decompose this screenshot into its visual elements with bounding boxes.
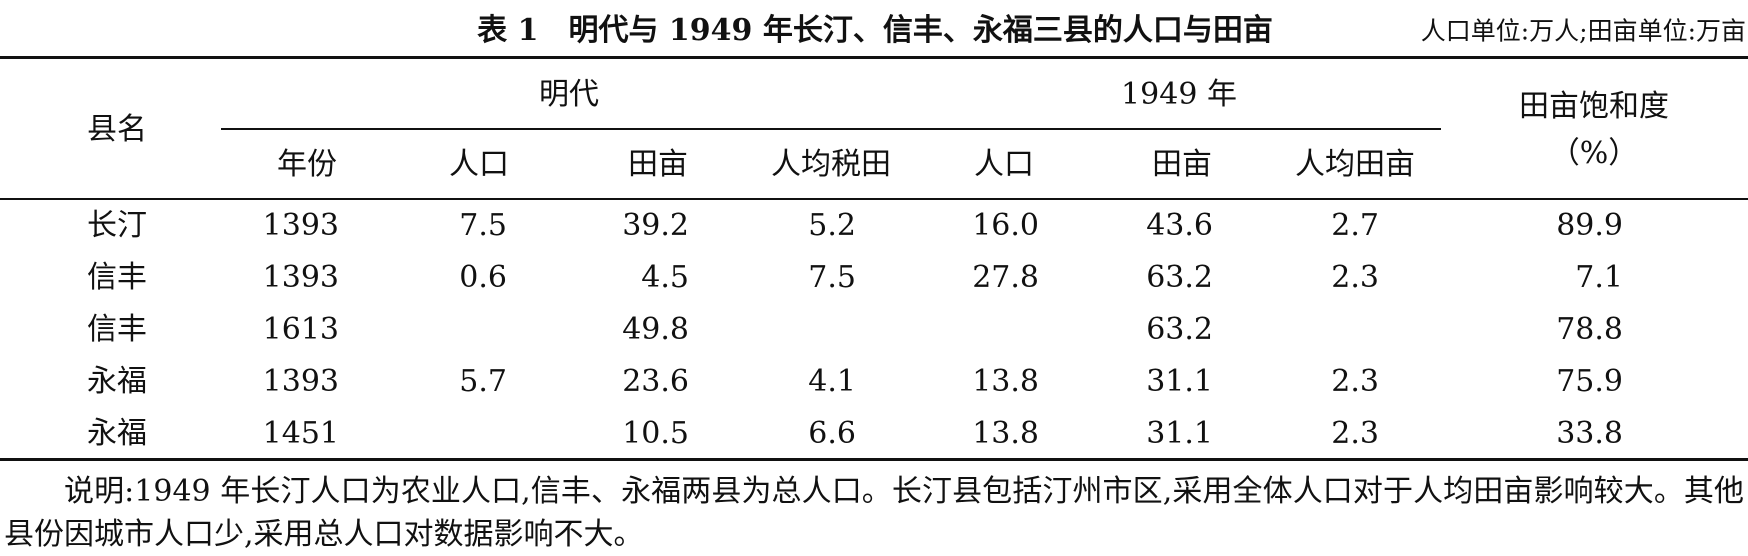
note: 说明:1949 年长汀人口为农业人口,信丰、永福两县为总人口。长汀县包括汀州市区… [4, 474, 1744, 552]
table-cell: 31.1 [1146, 364, 1213, 399]
group-rule [221, 128, 1441, 130]
group-header: 1949 年 [1121, 77, 1237, 112]
table-cell: 1393 [262, 260, 339, 295]
column-header: 人均税田 [771, 147, 891, 182]
column-header: 田亩饱和度 [1519, 89, 1669, 124]
table-cell: 39.2 [622, 208, 689, 243]
table-cell: 75.9 [1556, 364, 1623, 399]
table-cell: 7.5 [459, 208, 507, 243]
column-header: 人口 [974, 147, 1034, 182]
table-cell: 49.8 [622, 312, 689, 347]
group-header: 明代 [539, 77, 599, 112]
table-cell: 0.6 [459, 260, 507, 295]
column-header: 田亩 [1152, 147, 1212, 182]
table-cell: 63.2 [1146, 312, 1213, 347]
table-cell: 16.0 [972, 208, 1039, 243]
column-header: 田亩 [628, 147, 688, 182]
table-cell: 43.6 [1146, 208, 1213, 243]
county-name: 信丰 [87, 312, 147, 347]
column-header: （%） [1549, 136, 1639, 171]
table-cell: 4.1 [808, 364, 856, 399]
table-cell: 13.8 [972, 416, 1039, 451]
table-cell: 4.5 [641, 260, 689, 295]
unit-note: 人口单位:万人;田亩单位:万亩 [1420, 16, 1746, 46]
table-cell: 1393 [262, 208, 339, 243]
column-header: 县名 [87, 112, 147, 147]
table-cell: 63.2 [1146, 260, 1213, 295]
column-header: 年份 [277, 147, 337, 182]
table-cell: 23.6 [622, 364, 689, 399]
table-cell: 7.5 [808, 260, 856, 295]
table-cell: 1613 [262, 312, 339, 347]
table-cell: 2.3 [1331, 260, 1379, 295]
table-cell: 13.8 [972, 364, 1039, 399]
table-cell: 2.3 [1331, 416, 1379, 451]
table-cell: 2.7 [1331, 208, 1379, 243]
county-name: 信丰 [87, 260, 147, 295]
top-rule [0, 56, 1748, 59]
table-cell: 1451 [262, 416, 339, 451]
table-cell: 1393 [262, 364, 339, 399]
table-cell: 78.8 [1556, 312, 1623, 347]
table-cell: 31.1 [1146, 416, 1213, 451]
column-header: 人口 [449, 147, 509, 182]
table-cell: 10.5 [622, 416, 689, 451]
table-cell: 89.9 [1556, 208, 1623, 243]
county-name: 永福 [87, 416, 147, 451]
bottom-rule [0, 458, 1748, 461]
table-cell: 27.8 [972, 260, 1039, 295]
table-title: 表 1 明代与 1949 年长汀、信丰、永福三县的人口与田亩 [477, 13, 1273, 48]
header-rule [0, 198, 1748, 200]
table-cell: 5.7 [459, 364, 507, 399]
county-name: 长汀 [87, 208, 147, 243]
table-cell: 7.1 [1575, 260, 1623, 295]
county-name: 永福 [87, 364, 147, 399]
table-cell: 5.2 [808, 208, 856, 243]
column-header: 人均田亩 [1295, 147, 1415, 182]
table-cell: 6.6 [808, 416, 856, 451]
table-cell: 33.8 [1556, 416, 1623, 451]
table-cell: 2.3 [1331, 364, 1379, 399]
